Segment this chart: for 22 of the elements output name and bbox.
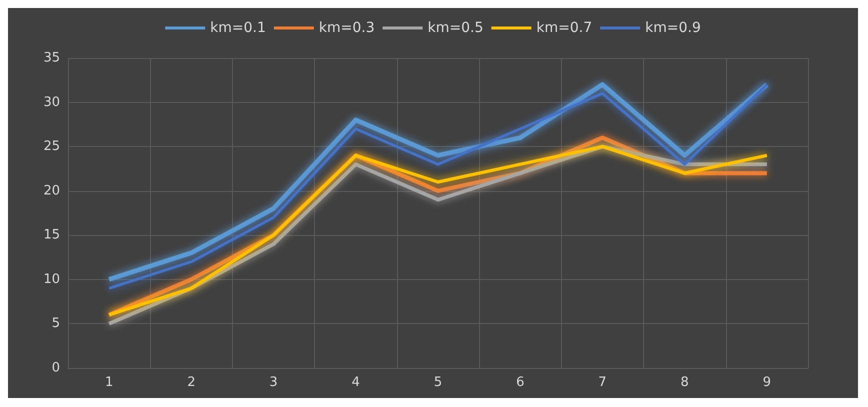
y-tick-label: 15	[43, 228, 60, 243]
legend-label: km=0.1	[210, 20, 266, 36]
x-tick-label: 9	[762, 375, 772, 390]
legend-label: km=0.9	[645, 20, 701, 36]
legend-label: km=0.5	[428, 20, 484, 36]
x-tick-label: 1	[104, 375, 114, 390]
y-tick-label: 20	[43, 183, 60, 198]
legend-label: km=0.3	[318, 20, 375, 36]
x-tick-label: 7	[598, 375, 607, 390]
y-tick-label: 25	[43, 139, 60, 154]
y-tick-label: 30	[43, 94, 60, 110]
x-tick-label: 4	[352, 375, 360, 390]
y-tick-label: 35	[43, 50, 60, 66]
y-tick-label: 10	[43, 272, 60, 287]
x-tick-label: 8	[680, 375, 689, 390]
x-tick-label: 6	[516, 375, 524, 390]
y-tick-label: 5	[52, 316, 60, 332]
x-tick-label: 5	[434, 375, 442, 390]
y-tick-label: 0	[52, 360, 60, 376]
x-tick-label: 3	[269, 375, 278, 390]
x-tick-label: 2	[187, 375, 196, 390]
legend-label: km=0.7	[536, 20, 592, 36]
